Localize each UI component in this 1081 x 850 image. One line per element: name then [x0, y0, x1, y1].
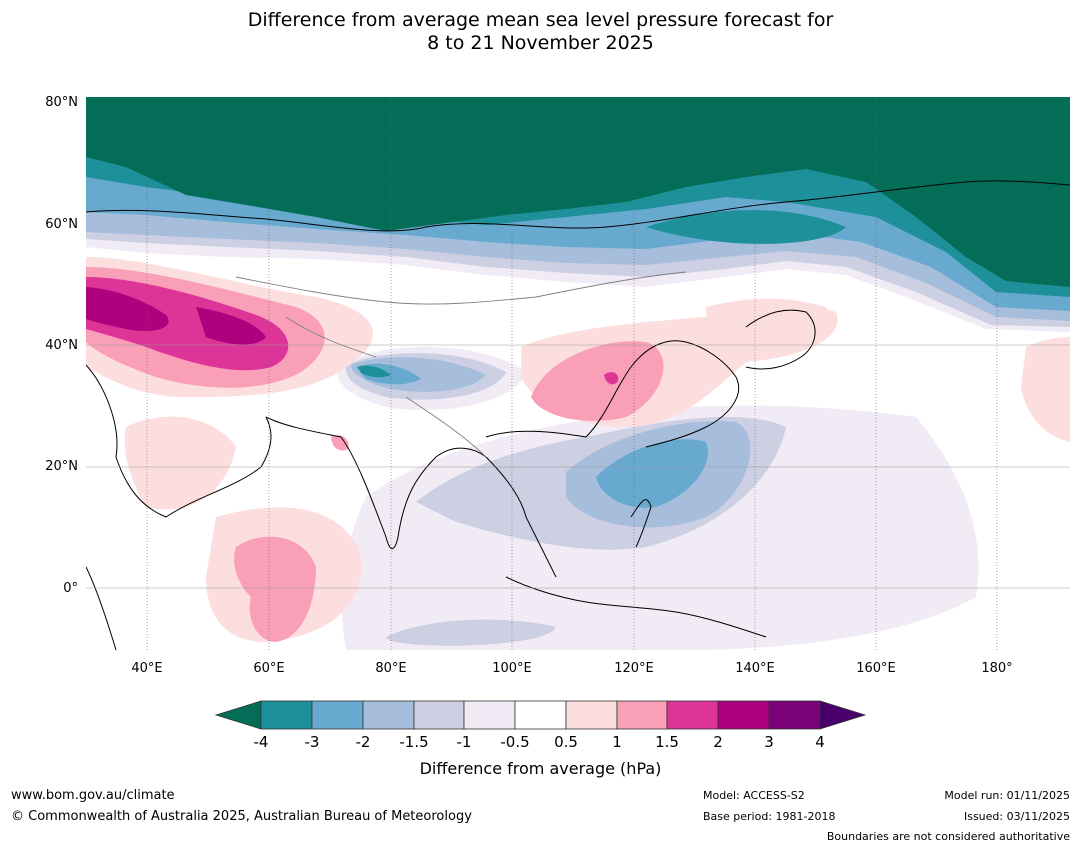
lon-label-160e: 160°E — [856, 661, 896, 676]
colorbar-segment-pos05-1 — [565, 700, 618, 730]
anomaly-pos05-japan — [706, 298, 828, 358]
anomaly-neg1-southsea — [386, 619, 556, 646]
copyright-text: © Commonwealth of Australia 2025, Austra… — [11, 809, 472, 824]
colorbar-tick: -1 — [456, 733, 472, 751]
colorbar-tick: 1.5 — [655, 733, 679, 751]
lat-label-60n: 60°N — [45, 217, 78, 232]
lat-label-0: 0° — [63, 581, 78, 596]
lon-label-40e: 40°E — [131, 661, 163, 676]
colorbar-segment-pos15-2 — [666, 700, 719, 730]
gridlines — [86, 344, 1070, 589]
anomaly-pos2-west-2 — [196, 307, 266, 345]
anomaly-neg4-north — [86, 97, 1070, 287]
map-title: Difference from average mean sea level p… — [0, 9, 1081, 55]
meridians — [146, 97, 998, 650]
anomaly-pos1-ocean — [234, 536, 316, 642]
anomaly-pos1-china — [531, 341, 664, 421]
colorbar-tick: -4 — [253, 733, 269, 751]
anomaly-pos15-china — [604, 372, 619, 385]
colorbar-tick: 2 — [713, 733, 723, 751]
colorbar-segment-neg4-neg3 — [260, 700, 313, 730]
colorbar-segment-neutral — [514, 700, 567, 730]
lat-label-20n: 20°N — [45, 459, 78, 474]
lat-label-40n: 40°N — [45, 338, 78, 353]
colorbar-arrow-max — [819, 700, 867, 730]
title-line-1: Difference from average mean sea level p… — [247, 9, 834, 31]
colorbar-segment-neg3-neg2 — [311, 700, 364, 730]
boundaries-disclaimer: Boundaries are not considered authoritat… — [826, 830, 1070, 843]
colorbar-tick: -2 — [355, 733, 371, 751]
lat-label-80n: 80°N — [45, 95, 78, 110]
base-period: Base period: 1981-2018 — [703, 810, 836, 823]
lon-label-140e: 140°E — [735, 661, 775, 676]
colorbar-segment-pos1-15 — [616, 700, 668, 730]
anomaly-neg3-east-blob — [646, 210, 846, 244]
anomaly-neg2-pacific — [596, 439, 708, 508]
lon-label-120e: 120°E — [614, 661, 654, 676]
colorbar-arrow-min — [214, 700, 262, 730]
colorbar-tick: 1 — [612, 733, 622, 751]
pressure-anomaly-map — [86, 97, 1070, 650]
colorbar-segment-neg2-neg15 — [362, 700, 415, 730]
issued-date: Issued: 03/11/2025 — [963, 810, 1070, 823]
lon-label-180: 180° — [981, 661, 1013, 676]
model-name: Model: ACCESS-S2 — [703, 789, 805, 802]
map-canvas — [86, 97, 1070, 650]
anomaly-pos05-pacific-east — [1021, 337, 1070, 442]
colorbar-segment-pos3-4 — [768, 700, 821, 730]
colorbar-tick: -3 — [304, 733, 320, 751]
anomaly-pos1-arabia — [124, 416, 236, 510]
lon-label-100e: 100°E — [492, 661, 532, 676]
colorbar-label: Difference from average (hPa) — [419, 759, 662, 778]
colorbar-tick: 0.5 — [554, 733, 578, 751]
anomaly-pos2-west — [86, 287, 169, 332]
colorbar-tick: 4 — [815, 733, 825, 751]
model-run-date: Model run: 01/11/2025 — [944, 789, 1070, 802]
coastlines — [86, 180, 1070, 650]
website-link[interactable]: www.bom.gov.au/climate — [11, 788, 175, 803]
title-line-2: 8 to 21 November 2025 — [427, 32, 654, 54]
lon-label-60e: 60°E — [253, 661, 285, 676]
anomaly-neg4-tibet — [358, 365, 391, 378]
colorbar-segment-neg1-neg05 — [463, 700, 516, 730]
colorbar-segment-neg15-neg1 — [413, 700, 465, 730]
anomaly-pos1-india — [331, 435, 349, 451]
colorbar-tick: 3 — [764, 733, 774, 751]
lon-label-80e: 80°E — [375, 661, 407, 676]
country-borders — [235, 271, 687, 458]
colorbar-tick: -1.5 — [399, 733, 429, 751]
colorbar-segment-pos2-3 — [717, 700, 770, 730]
colorbar-tick: -0.5 — [500, 733, 530, 751]
